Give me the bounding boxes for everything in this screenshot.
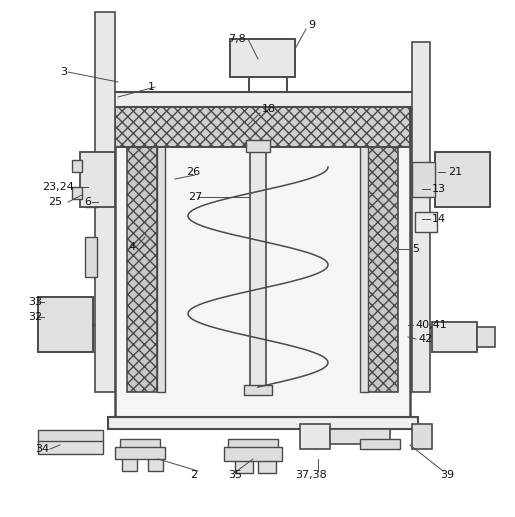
Bar xyxy=(235,459,253,473)
Bar xyxy=(38,297,93,352)
Bar xyxy=(477,327,495,347)
Text: 7,8: 7,8 xyxy=(228,34,246,44)
Text: 40,41: 40,41 xyxy=(415,320,447,330)
Bar xyxy=(85,237,97,277)
Bar xyxy=(360,132,368,392)
Bar xyxy=(85,167,97,207)
Text: 13: 13 xyxy=(432,184,446,194)
Bar xyxy=(300,424,330,449)
Bar xyxy=(432,322,477,352)
Bar xyxy=(230,39,295,77)
Text: 3: 3 xyxy=(60,67,67,77)
Bar xyxy=(80,152,115,207)
Bar xyxy=(157,132,165,392)
Bar xyxy=(250,147,266,387)
Text: 35: 35 xyxy=(228,470,242,480)
Bar xyxy=(115,447,165,459)
Bar xyxy=(72,160,82,172)
Bar xyxy=(415,212,437,232)
Bar xyxy=(108,417,418,429)
Bar xyxy=(38,441,103,454)
Text: 18: 18 xyxy=(262,104,276,114)
Text: 39: 39 xyxy=(440,470,454,480)
Bar xyxy=(244,385,272,395)
Text: 34: 34 xyxy=(35,444,49,454)
Text: 9: 9 xyxy=(308,20,315,30)
Bar xyxy=(368,132,398,392)
Bar xyxy=(330,429,390,444)
Bar xyxy=(38,430,103,442)
Bar xyxy=(127,132,157,392)
Bar xyxy=(115,107,410,147)
Text: 5: 5 xyxy=(412,244,419,254)
Bar xyxy=(258,459,276,473)
Text: 4: 4 xyxy=(128,242,135,252)
Text: 27: 27 xyxy=(188,192,202,202)
Bar xyxy=(228,439,278,449)
Bar xyxy=(72,187,82,199)
Bar xyxy=(105,92,420,107)
Bar xyxy=(435,152,490,207)
Bar xyxy=(122,457,137,471)
Bar xyxy=(95,12,115,392)
Text: 26: 26 xyxy=(186,167,200,177)
Text: 37,38: 37,38 xyxy=(295,470,327,480)
Bar xyxy=(412,162,435,197)
Text: 1: 1 xyxy=(148,82,155,92)
Bar xyxy=(412,424,432,449)
Text: 33: 33 xyxy=(28,297,42,307)
Text: 14: 14 xyxy=(432,214,446,224)
Bar xyxy=(360,439,400,449)
Bar xyxy=(246,140,270,152)
Text: 2: 2 xyxy=(190,470,197,480)
Text: 25: 25 xyxy=(48,197,62,207)
Text: 23,24: 23,24 xyxy=(42,182,74,192)
Bar xyxy=(224,447,282,461)
Bar xyxy=(120,439,160,449)
Bar xyxy=(412,42,430,392)
Text: 32: 32 xyxy=(28,312,42,322)
Text: 21: 21 xyxy=(448,167,462,177)
Text: 42: 42 xyxy=(418,334,432,344)
Bar xyxy=(148,457,163,471)
Bar xyxy=(115,92,410,422)
Text: 6: 6 xyxy=(84,197,91,207)
